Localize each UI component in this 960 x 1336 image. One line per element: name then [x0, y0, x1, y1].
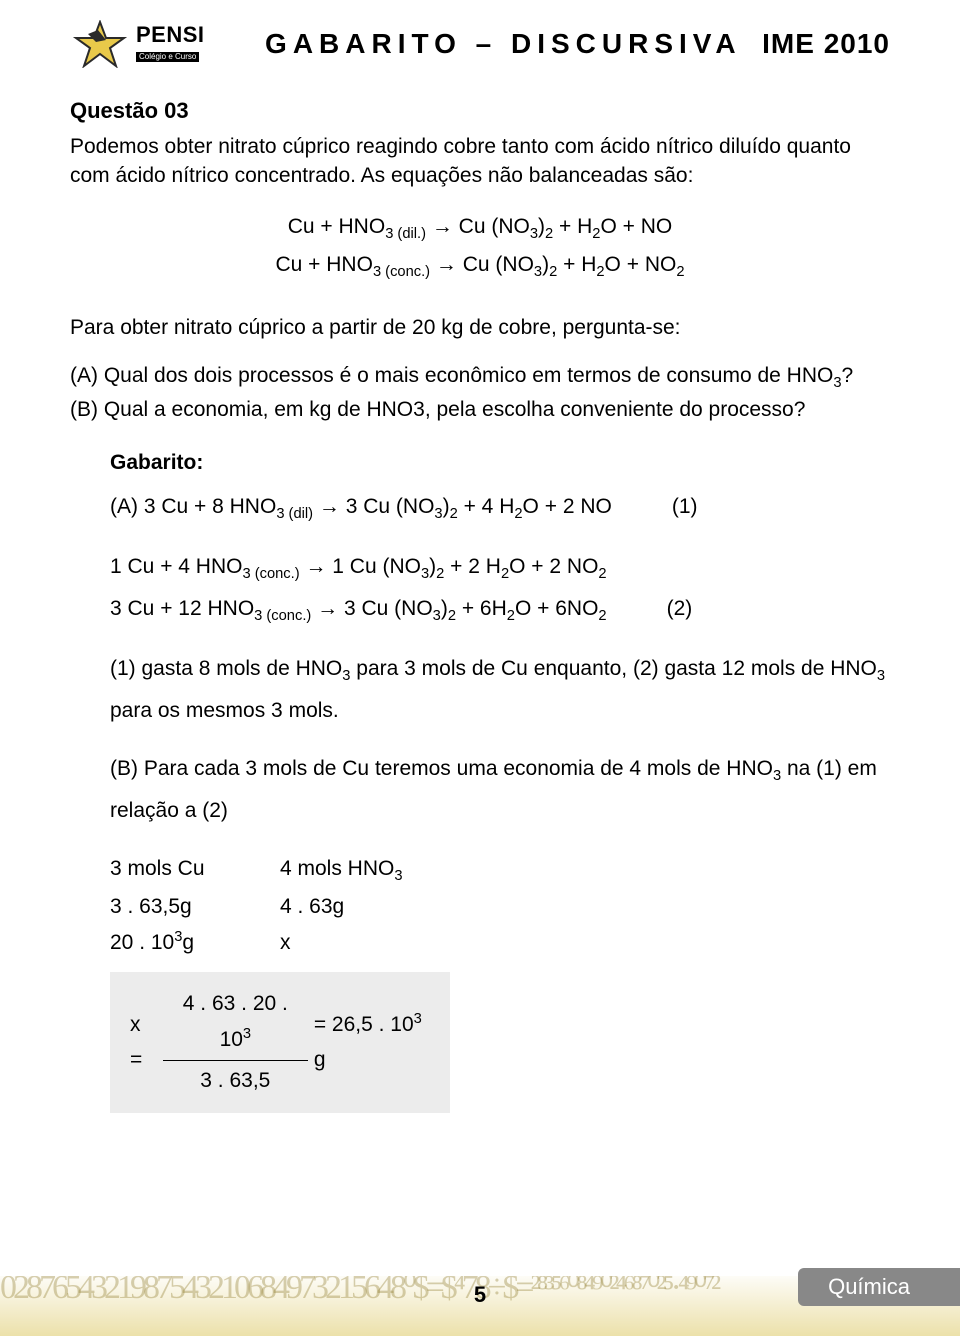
frac-rhs: = 26,5 . 103 g	[314, 1007, 430, 1078]
gabarito-eq-a-num: (1)	[672, 487, 698, 529]
frac-numerator: 4 . 63 . 20 . 103	[163, 986, 308, 1060]
ratio-block: 3 mols Cu 4 mols HNO3 3 . 63,5g 4 . 63g …	[110, 851, 890, 1113]
pensi-star-icon	[70, 20, 130, 68]
gabarito-line-2: (B) Para cada 3 mols de Cu teremos uma e…	[110, 749, 890, 831]
page-header: PENSI Colégio e Curso GABARITO – DISCURS…	[70, 20, 890, 68]
gabarito-title: Gabarito:	[110, 443, 890, 483]
ratio-r1c1: 3 mols Cu	[110, 851, 280, 889]
ratio-r1c2: 4 mols HNO3	[280, 851, 403, 889]
ratio-r2c1: 3 . 63,5g	[110, 889, 280, 925]
page-footer: 0287654321987543210684973215648⁰$=$⁴78÷$…	[0, 1264, 960, 1336]
equation-2: Cu + HNO3 (conc.) → Cu (NO3)2 + H2O + NO…	[70, 247, 890, 285]
header-title: GABARITO – DISCURSIVA	[245, 28, 763, 60]
ratio-r3c2: x	[280, 925, 291, 961]
frac-denominator: 3 . 63,5	[163, 1061, 308, 1099]
fraction-result: x = 4 . 63 . 20 . 103 3 . 63,5 = 26,5 . …	[110, 972, 450, 1112]
ratio-r2c2: 4 . 63g	[280, 889, 344, 925]
gabarito-eq-a: (A) 3 Cu + 8 HNO3 (dil) → 3 Cu (NO3)2 + …	[110, 487, 612, 529]
gabarito-eq-b1: 1 Cu + 4 HNO3 (conc.) → 1 Cu (NO3)2 + 2 …	[110, 547, 607, 589]
question-part-a: (A) Qual dos dois processos é o mais eco…	[70, 361, 890, 394]
logo-main-text: PENSI	[136, 24, 205, 46]
gabarito-eq-b2: 3 Cu + 12 HNO3 (conc.) → 3 Cu (NO3)2 + 6…	[110, 589, 607, 631]
logo: PENSI Colégio e Curso	[70, 20, 205, 68]
header-exam: IME 2010	[762, 28, 890, 60]
page-number: 5	[474, 1282, 486, 1308]
unbalanced-equations: Cu + HNO3 (dil.) → Cu (NO3)2 + H2O + NO …	[70, 209, 890, 285]
question-mid: Para obter nitrato cúprico a partir de 2…	[70, 313, 890, 342]
gabarito-line-1: (1) gasta 8 mols de HNO3 para 3 mols de …	[110, 649, 890, 731]
subject-tab: Química	[798, 1268, 960, 1306]
question-intro: Podemos obter nitrato cúprico reagindo c…	[70, 132, 890, 191]
ratio-r3c1: 20 . 103g	[110, 925, 280, 961]
question-label: Questão 03	[70, 98, 890, 124]
question-part-b: (B) Qual a economia, em kg de HNO3, pela…	[70, 395, 890, 424]
equation-1: Cu + HNO3 (dil.) → Cu (NO3)2 + H2O + NO	[70, 209, 890, 247]
frac-lhs: x =	[130, 1007, 157, 1078]
logo-sub-text: Colégio e Curso	[136, 52, 199, 62]
gabarito-eq-b2-num: (2)	[667, 589, 693, 631]
